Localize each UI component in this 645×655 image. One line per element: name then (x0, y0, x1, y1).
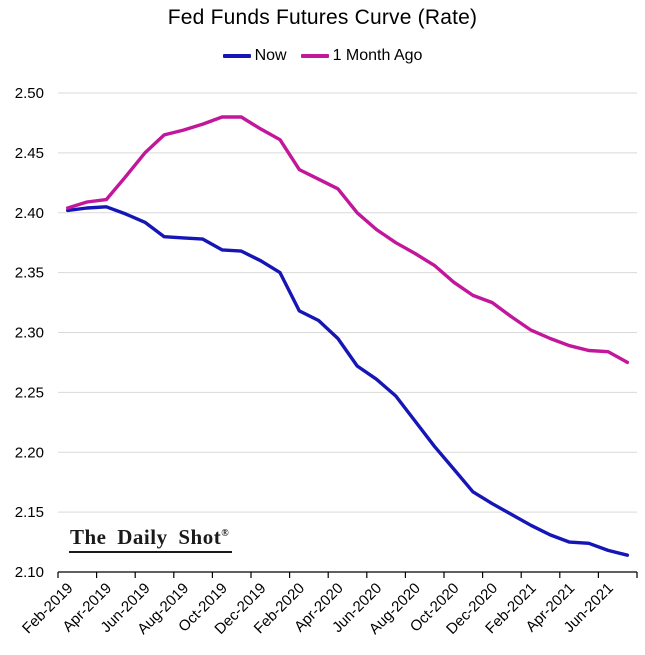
y-tick-label: 2.10 (15, 564, 44, 581)
legend-item-1-month-ago: 1 Month Ago (300, 47, 423, 65)
now-series-dash-icon (222, 54, 251, 58)
series-line-now (65, 205, 630, 557)
y-tick-label: 2.15 (15, 504, 44, 521)
y-tick-label: 2.45 (15, 145, 44, 162)
month-ago-series-dash-icon (300, 54, 329, 58)
chart-title: Fed Funds Futures Curve (Rate) (167, 6, 478, 29)
legend-label-now: Now (254, 47, 287, 64)
legend-label-1-month-ago: 1 Month Ago (332, 47, 423, 64)
legend-item-now: Now (222, 47, 287, 65)
daily-shot-logo: The Daily Shot® (69, 525, 233, 553)
y-tick-label: 2.20 (15, 444, 44, 461)
y-tick-label: 2.25 (15, 384, 44, 401)
y-tick-label: 2.40 (15, 205, 44, 222)
legend: Now 1 Month Ago (0, 47, 645, 65)
logo-text: The Daily Shot (70, 525, 222, 549)
y-tick-label: 2.50 (15, 85, 44, 102)
y-tick-label: 2.30 (15, 325, 44, 342)
registered-mark: ® (221, 528, 230, 539)
series-line-1-month-ago (65, 115, 630, 365)
y-tick-label: 2.35 (15, 265, 44, 282)
